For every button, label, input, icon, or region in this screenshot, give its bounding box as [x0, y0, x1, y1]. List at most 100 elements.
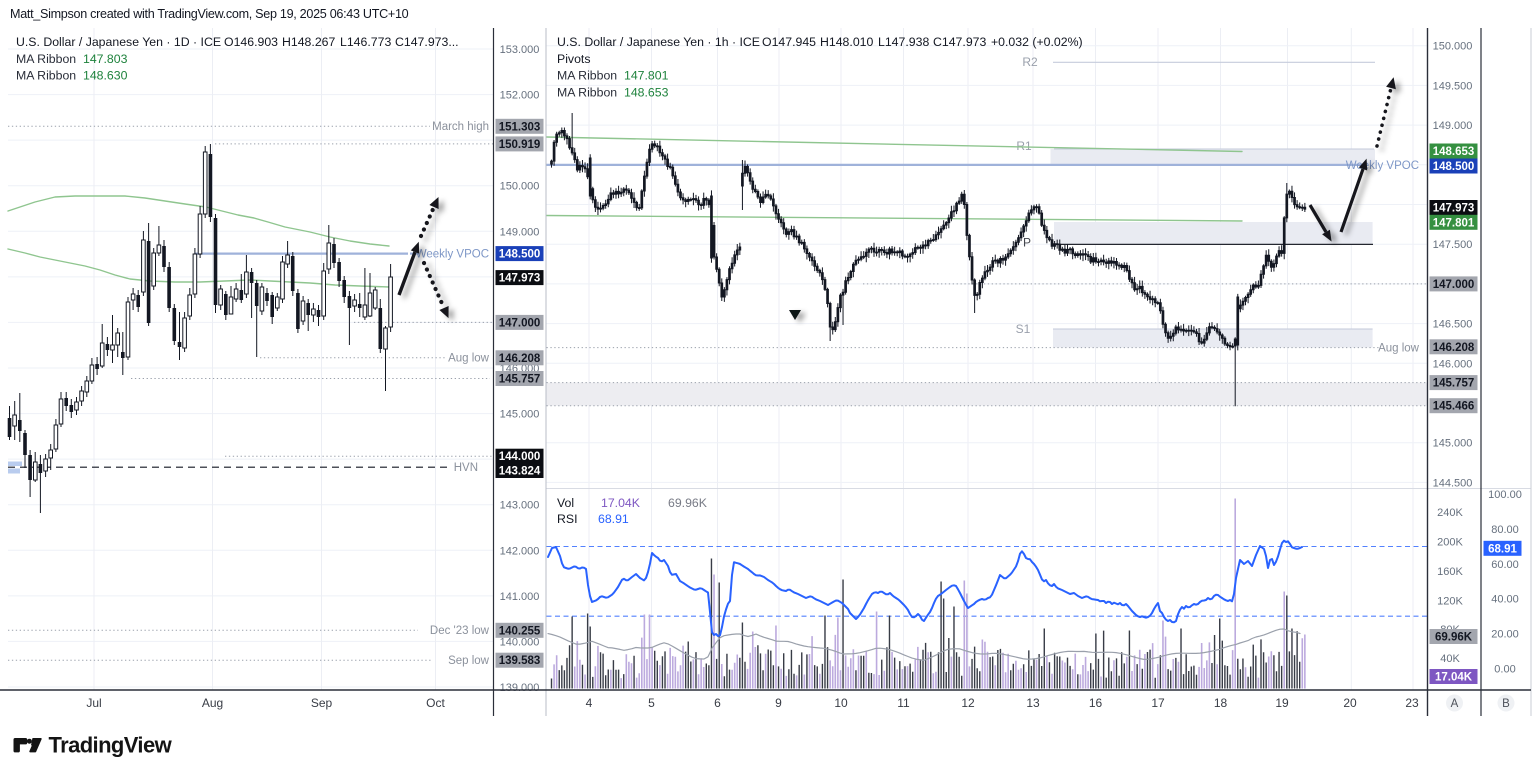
svg-text:11: 11 [897, 696, 910, 710]
svg-text:Vol: Vol [557, 496, 574, 510]
svg-text:MA Ribbon: MA Ribbon [16, 69, 76, 83]
svg-text:Aug low: Aug low [448, 353, 490, 365]
svg-text:S1: S1 [1016, 322, 1031, 336]
svg-text:80.00: 80.00 [1491, 524, 1519, 536]
svg-text:23: 23 [1405, 696, 1419, 710]
svg-text:P: P [1023, 236, 1031, 250]
svg-text:146.000: 146.000 [1433, 358, 1473, 370]
svg-text:40.00: 40.00 [1491, 594, 1519, 606]
svg-text:17.04K: 17.04K [1435, 672, 1473, 684]
svg-text:RSI: RSI [557, 512, 578, 526]
svg-text:H148.267: H148.267 [282, 35, 335, 49]
svg-text:240K: 240K [1437, 507, 1463, 519]
svg-text:150.919: 150.919 [499, 139, 541, 151]
svg-text:20: 20 [1343, 696, 1357, 710]
svg-text:153.000: 153.000 [500, 44, 540, 56]
svg-text:19: 19 [1275, 696, 1289, 710]
svg-text:Dec '23 low: Dec '23 low [430, 625, 490, 637]
svg-text:100.00: 100.00 [1488, 489, 1522, 501]
svg-text:152.000: 152.000 [500, 90, 540, 102]
svg-text:150.000: 150.000 [1433, 41, 1473, 53]
svg-text:18: 18 [1214, 696, 1228, 710]
svg-text:Weekly VPOC: Weekly VPOC [416, 249, 489, 261]
svg-text:68.91: 68.91 [598, 512, 629, 526]
svg-text:144.000: 144.000 [499, 451, 541, 463]
svg-text:U.S. Dollar / Japanese Yen · 1: U.S. Dollar / Japanese Yen · 1h · ICE [557, 35, 760, 49]
svg-text:145.466: 145.466 [1433, 401, 1475, 413]
svg-text:149.000: 149.000 [1433, 120, 1473, 132]
svg-text:0.00: 0.00 [1494, 664, 1515, 676]
svg-text:148.653: 148.653 [624, 86, 669, 100]
svg-text:147.973: 147.973 [499, 273, 541, 285]
svg-text:4: 4 [586, 696, 593, 710]
svg-text:Sep: Sep [311, 696, 333, 710]
svg-text:151.303: 151.303 [499, 121, 541, 133]
svg-text:147.500: 147.500 [1433, 239, 1473, 251]
svg-text:147.801: 147.801 [624, 69, 669, 83]
svg-text:10: 10 [834, 696, 848, 710]
svg-text:MA Ribbon: MA Ribbon [16, 52, 76, 66]
svg-text:147.803: 147.803 [83, 52, 128, 66]
svg-text:140.255: 140.255 [499, 625, 541, 637]
svg-text:R2: R2 [1022, 55, 1038, 69]
svg-text:9: 9 [775, 696, 782, 710]
svg-text:Jul: Jul [86, 696, 101, 710]
svg-text:68.91: 68.91 [1488, 543, 1517, 555]
svg-text:A: A [1451, 698, 1459, 710]
svg-text:R1: R1 [1016, 139, 1032, 153]
svg-text:149.000: 149.000 [500, 226, 540, 238]
svg-text:O147.945: O147.945 [762, 35, 816, 49]
svg-text:C147.973...: C147.973... [395, 35, 459, 49]
svg-text:146.208: 146.208 [499, 353, 541, 365]
svg-text:MA Ribbon: MA Ribbon [557, 86, 617, 100]
svg-text:13: 13 [1026, 696, 1040, 710]
svg-text:146.500: 146.500 [1433, 319, 1473, 331]
svg-text:TradingView: TradingView [49, 733, 173, 758]
svg-text:148.500: 148.500 [499, 249, 541, 261]
svg-text:+0.032 (+0.02%): +0.032 (+0.02%) [991, 35, 1083, 49]
svg-text:Aug: Aug [202, 696, 223, 710]
svg-text:17.04K: 17.04K [601, 496, 641, 510]
svg-text:150.000: 150.000 [500, 181, 540, 193]
svg-text:148.653: 148.653 [1433, 146, 1475, 158]
svg-text:Oct: Oct [426, 696, 445, 710]
svg-text:6: 6 [714, 696, 721, 710]
svg-text:144.500: 144.500 [1433, 477, 1473, 489]
svg-text:40K: 40K [1440, 653, 1460, 665]
svg-text:147.000: 147.000 [499, 317, 541, 329]
svg-text:Sep low: Sep low [448, 655, 490, 667]
svg-text:147.801: 147.801 [1433, 217, 1475, 229]
svg-text:Aug low: Aug low [1378, 343, 1420, 355]
svg-text:145.000: 145.000 [500, 409, 540, 421]
svg-text:147.000: 147.000 [1433, 279, 1475, 291]
svg-text:O146.903: O146.903 [224, 35, 278, 49]
svg-text:U.S. Dollar / Japanese Yen · 1: U.S. Dollar / Japanese Yen · 1D · ICE [16, 35, 221, 49]
svg-text:L147.938: L147.938 [878, 35, 929, 49]
svg-text:MA Ribbon: MA Ribbon [557, 69, 617, 83]
svg-text:145.757: 145.757 [1433, 378, 1475, 390]
svg-text:139.583: 139.583 [499, 655, 541, 667]
svg-text:16: 16 [1089, 696, 1103, 710]
svg-text:143.000: 143.000 [500, 500, 540, 512]
svg-text:B: B [1502, 698, 1510, 710]
svg-text:200K: 200K [1437, 537, 1463, 549]
svg-text:149.500: 149.500 [1433, 80, 1473, 92]
svg-text:142.000: 142.000 [500, 545, 540, 557]
svg-text:139.000: 139.000 [500, 682, 540, 694]
svg-text:148.500: 148.500 [1433, 161, 1475, 173]
svg-text:17: 17 [1151, 696, 1165, 710]
svg-text:145.757: 145.757 [499, 374, 541, 386]
svg-text:HVN: HVN [454, 462, 478, 474]
svg-text:146.208: 146.208 [1433, 342, 1475, 354]
svg-text:C147.973: C147.973 [933, 35, 986, 49]
svg-text:Pivots: Pivots [557, 52, 591, 66]
svg-text:5: 5 [648, 696, 655, 710]
svg-text:148.630: 148.630 [83, 69, 128, 83]
svg-text:60.00: 60.00 [1491, 559, 1519, 571]
svg-text:140.000: 140.000 [500, 636, 540, 648]
svg-text:Weekly VPOC: Weekly VPOC [1346, 160, 1419, 172]
svg-text:20.00: 20.00 [1491, 629, 1519, 641]
svg-text:March high: March high [432, 121, 489, 133]
svg-text:69.96K: 69.96K [1435, 632, 1473, 644]
svg-text:143.824: 143.824 [499, 466, 541, 478]
